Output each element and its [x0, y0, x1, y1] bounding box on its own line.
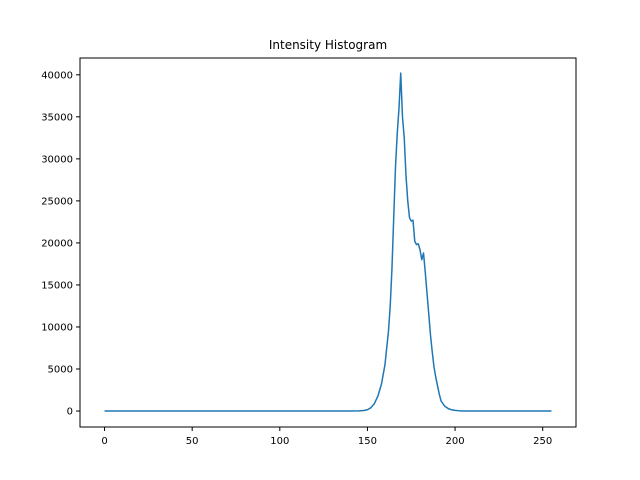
y-tick-label: 0	[67, 407, 73, 418]
plot-frame	[79, 57, 577, 428]
y-tick-label: 25000	[41, 196, 73, 207]
y-tick-label: 15000	[41, 280, 73, 291]
x-tick-label: 200	[446, 436, 465, 447]
axis-ticks: 0 50 100 150 200 250 0 5000 10000 15000 20000 25000…	[41, 70, 552, 447]
x-tick-label: 100	[270, 436, 289, 447]
x-tick-label: 0	[101, 436, 107, 447]
y-tick-label: 30000	[41, 154, 73, 165]
y-tick-label: 5000	[48, 365, 73, 376]
x-tick-label: 150	[358, 436, 377, 447]
y-tick-label: 10000	[41, 322, 73, 333]
y-tick-label: 20000	[41, 238, 73, 249]
plot-area	[104, 72, 552, 412]
x-tick-label: 250	[533, 436, 552, 447]
x-tick-label: 50	[186, 436, 199, 447]
series-line	[104, 72, 552, 412]
chart-title: Intensity Histogram	[269, 38, 387, 52]
y-tick-label: 40000	[41, 70, 73, 81]
y-tick-label: 35000	[41, 112, 73, 123]
